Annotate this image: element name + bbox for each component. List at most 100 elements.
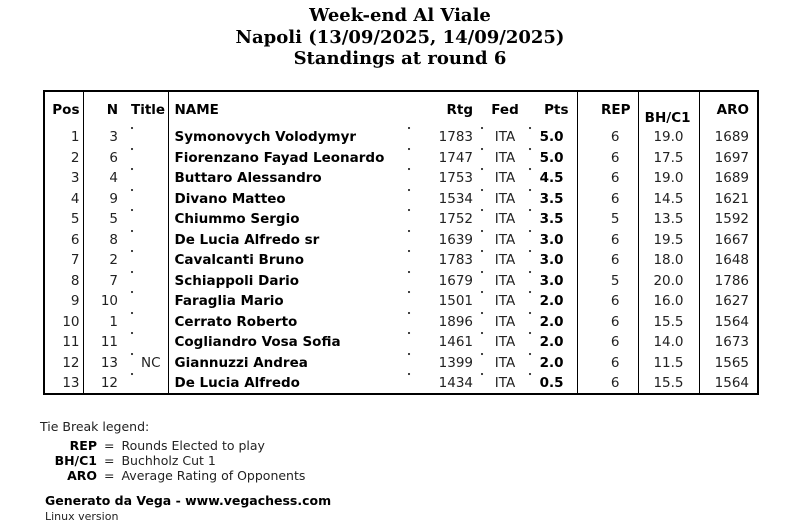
- cell-title: [131, 270, 168, 291]
- cell-title: [131, 373, 168, 394]
- legend-item: ARO = Average Rating of Opponents: [40, 468, 305, 483]
- cell-rating: 1501: [408, 291, 481, 312]
- table-row: 1 3 Symonovych Volodymyr 1783 ITA 5.0 6 …: [44, 127, 758, 148]
- cell-federation: ITA: [481, 291, 529, 312]
- cell-points: 3.0: [529, 250, 577, 271]
- cell-points: 3.5: [529, 188, 577, 209]
- legend-items: REP = Rounds Elected to play BH/C1 = Buchhol…: [40, 438, 306, 483]
- cell-federation: ITA: [481, 229, 529, 250]
- col-header-pts: Pts: [544, 101, 569, 118]
- cell-rating: 1752: [408, 209, 481, 230]
- standings-table: Pos N Title NAME Rtg Fed Pts REP BH/C1 A…: [43, 90, 759, 395]
- generator-footer: Generato da Vega - www.vegachess.com Lin…: [45, 493, 331, 524]
- cell-title: [131, 188, 168, 209]
- cell-bhc1: 20.0: [637, 270, 699, 291]
- cell-points: 5.0: [529, 127, 577, 148]
- cell-n: 4: [82, 168, 131, 189]
- cell-n: 11: [82, 332, 131, 353]
- cell-federation: ITA: [481, 352, 529, 373]
- legend-item: REP = Rounds Elected to play: [40, 438, 305, 453]
- table-row: 9 10 Faraglia Mario 1501 ITA 2.0 6 16.0 …: [44, 291, 758, 312]
- cell-aro: 1627: [698, 291, 758, 312]
- cell-rep: 6: [576, 147, 638, 168]
- tiebreak-description: Average Rating of Opponents: [121, 468, 306, 483]
- cell-n: 13: [82, 352, 131, 373]
- cell-federation: ITA: [481, 127, 529, 148]
- cell-federation: ITA: [481, 147, 529, 168]
- cell-pos: 7: [70, 252, 80, 269]
- equals-sign: =: [104, 453, 115, 468]
- cell-n: 2: [82, 250, 131, 271]
- cell-rating: 1747: [408, 147, 481, 168]
- cell-points: 4.5: [529, 168, 577, 189]
- col-header-rtg: Rtg: [446, 101, 473, 118]
- cell-name: Divano Matteo: [167, 188, 408, 209]
- table-row: 11 11 Cogliandro Vosa Sofia 1461 ITA 2.0…: [44, 332, 758, 353]
- cell-title: [131, 311, 168, 332]
- cell-bhc1: 18.0: [637, 250, 699, 271]
- cell-rep: 6: [576, 168, 638, 189]
- cell-pos: 11: [62, 334, 80, 351]
- cell-rating: 1783: [408, 250, 481, 271]
- cell-rating: 1679: [408, 270, 481, 291]
- cell-points: 0.5: [529, 373, 577, 394]
- cell-n: 12: [82, 373, 131, 394]
- cell-points: 2.0: [529, 352, 577, 373]
- col-header-n: N: [82, 91, 131, 127]
- cell-name: Cerrato Roberto: [167, 311, 408, 332]
- cell-title: [131, 229, 168, 250]
- equals-sign: =: [104, 468, 115, 483]
- cell-federation: ITA: [481, 188, 529, 209]
- generator-version: Linux version: [45, 510, 119, 523]
- cell-bhc1: 15.5: [637, 311, 699, 332]
- cell-points: 2.0: [529, 332, 577, 353]
- cell-federation: ITA: [481, 209, 529, 230]
- report-title-block: Week-end Al Viale Napoli (13/09/2025, 14…: [0, 5, 800, 70]
- cell-n: 5: [82, 209, 131, 230]
- col-header-rep: REP: [576, 91, 638, 127]
- cell-bhc1: 16.0: [637, 291, 699, 312]
- cell-bhc1: 14.0: [637, 332, 699, 353]
- cell-n: 8: [82, 229, 131, 250]
- tiebreak-abbr: ARO: [67, 468, 97, 483]
- cell-rep: 6: [576, 373, 638, 394]
- cell-title: [131, 168, 168, 189]
- cell-pos: 3: [70, 170, 80, 187]
- cell-bhc1: 19.5: [637, 229, 699, 250]
- cell-title: [131, 332, 168, 353]
- cell-aro: 1648: [698, 250, 758, 271]
- cell-bhc1: 11.5: [637, 352, 699, 373]
- cell-federation: ITA: [481, 250, 529, 271]
- table-row: 5 5 Chiummo Sergio 1752 ITA 3.5 5 13.5 1…: [44, 209, 758, 230]
- legend-item: BH/C1 = Buchholz Cut 1: [40, 453, 305, 468]
- col-header-title: Title: [131, 101, 166, 118]
- table-row: 10 1 Cerrato Roberto 1896 ITA 2.0 6 15.5…: [44, 311, 758, 332]
- cell-title: NC: [131, 352, 168, 373]
- col-header-aro: ARO: [698, 91, 758, 127]
- cell-points: 3.0: [529, 229, 577, 250]
- generator-credit: Generato da Vega - www.vegachess.com: [45, 493, 332, 508]
- cell-pos: 6: [70, 231, 80, 248]
- cell-n: 7: [82, 270, 131, 291]
- cell-name: De Lucia Alfredo: [167, 373, 408, 394]
- cell-rating: 1783: [408, 127, 481, 148]
- cell-rating: 1399: [408, 352, 481, 373]
- cell-n: 1: [82, 311, 131, 332]
- cell-federation: ITA: [481, 311, 529, 332]
- cell-pos: 10: [62, 313, 80, 330]
- cell-name: De Lucia Alfredo sr: [167, 229, 408, 250]
- cell-rep: 6: [576, 291, 638, 312]
- table-row: 2 6 Fiorenzano Fayad Leonardo 1747 ITA 5…: [44, 147, 758, 168]
- cell-name: Cavalcanti Bruno: [167, 250, 408, 271]
- cell-pos: 13: [62, 374, 80, 391]
- cell-n: 10: [82, 291, 131, 312]
- cell-title: [131, 250, 168, 271]
- cell-rating: 1434: [408, 373, 481, 394]
- standings-round-subtitle: Standings at round 6: [293, 48, 507, 69]
- table-row: 3 4 Buttaro Alessandro 1753 ITA 4.5 6 19…: [44, 168, 758, 189]
- cell-name: Buttaro Alessandro: [167, 168, 408, 189]
- cell-federation: ITA: [481, 332, 529, 353]
- cell-name: Symonovych Volodymyr: [167, 127, 408, 148]
- cell-n: 6: [82, 147, 131, 168]
- cell-rating: 1753: [408, 168, 481, 189]
